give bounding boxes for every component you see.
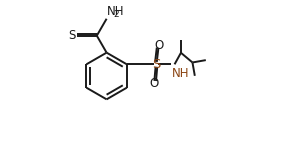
Text: O: O xyxy=(154,39,163,52)
Text: S: S xyxy=(152,58,160,71)
Text: NH: NH xyxy=(107,5,125,18)
Text: S: S xyxy=(68,29,75,42)
Text: 2: 2 xyxy=(113,10,119,19)
Text: O: O xyxy=(150,77,159,90)
Text: NH: NH xyxy=(172,67,189,80)
